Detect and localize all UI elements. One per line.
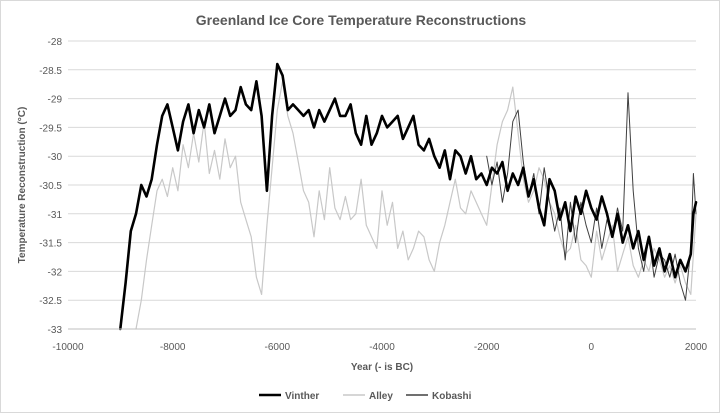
x-tick-label: -2000	[474, 342, 500, 353]
x-tick-label: -6000	[265, 342, 291, 353]
legend-label-kobashi: Kobashi	[432, 391, 472, 402]
x-tick-label: 0	[589, 342, 595, 353]
y-tick-label: -29.5	[39, 123, 62, 134]
x-tick-label: 2000	[685, 342, 708, 353]
series-line-vinther	[119, 62, 698, 331]
y-tick-label: -30	[48, 152, 63, 163]
y-tick-label: -28	[48, 37, 63, 48]
x-tick-labels: -10000 -8000 -6000 -4000 -2000 0 2000	[52, 342, 707, 353]
x-axis-label: Year (- is BC)	[351, 362, 413, 373]
x-tick-label: -4000	[369, 342, 395, 353]
y-tick-label: -31.5	[39, 239, 62, 250]
y-tick-label: -33	[48, 325, 63, 336]
chart-title: Greenland Ice Core Temperature Reconstru…	[196, 12, 527, 28]
legend-label-vinther: Vinther	[285, 391, 319, 402]
y-tick-label: -29	[48, 95, 63, 106]
y-tick-labels: -28 -28.5 -29 -29.5 -30 -30.5 -31 -31.5 -32 -32.5…	[39, 37, 62, 336]
y-tick-label: -30.5	[39, 181, 62, 192]
x-tick-label: -8000	[160, 342, 186, 353]
y-tick-label: -28.5	[39, 66, 62, 77]
y-tick-label: -31	[48, 210, 63, 221]
legend: Vinther Alley Kobashi	[259, 391, 472, 402]
y-tick-label: -32	[48, 267, 63, 278]
series-line-kobashi	[486, 92, 697, 301]
x-tick-label: -10000	[52, 342, 84, 353]
y-axis-label: Temperature Reconstruction (°C)	[17, 107, 28, 264]
series-line-alley	[135, 80, 697, 330]
y-tick-label: -32.5	[39, 296, 62, 307]
series-lines	[119, 62, 698, 331]
legend-label-alley: Alley	[369, 391, 393, 402]
gridlines	[68, 40, 696, 330]
